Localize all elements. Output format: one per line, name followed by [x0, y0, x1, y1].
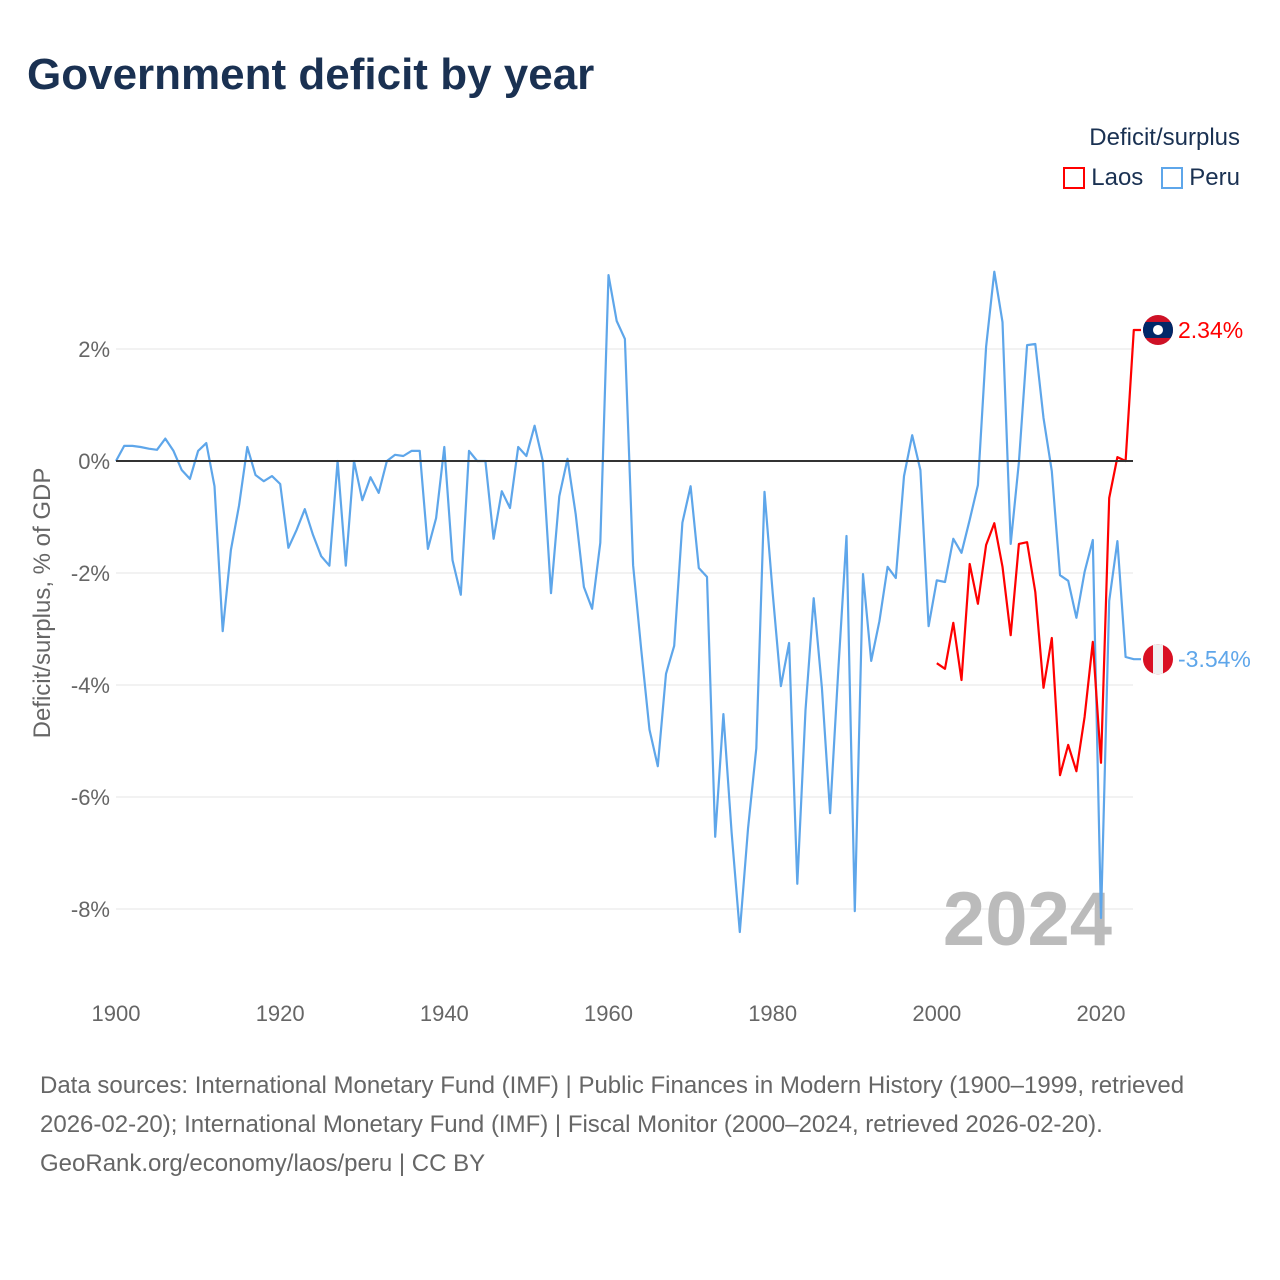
series-line-peru: [115, 270, 1141, 934]
end-label-laos: 2.34%: [1178, 317, 1243, 343]
series-line-laos: [936, 328, 1141, 777]
chart-title: Government deficit by year: [27, 50, 595, 99]
x-tick-label: 1960: [584, 1001, 633, 1026]
y-tick-label: -6%: [71, 785, 110, 810]
data-sources: Data sources: International Monetary Fun…: [40, 1072, 1185, 1138]
line-chart: 2% 0% -2% -4% -6% -8% 1900 1920 1940 1960 1980 2000…: [29, 270, 1251, 1026]
x-tick-label: 2020: [1077, 1001, 1126, 1026]
x-tick-label: 1980: [748, 1001, 797, 1026]
legend-item-peru[interactable]: Peru: [1161, 164, 1240, 192]
end-label-peru: -3.54%: [1178, 646, 1251, 672]
legend-title: Deficit/surplus: [1089, 124, 1240, 151]
flag-disc: [1153, 324, 1163, 335]
x-tick-label: 1920: [256, 1001, 305, 1026]
legend-swatch-laos: [1063, 167, 1086, 189]
y-tick-label: 2%: [78, 337, 110, 362]
flag-peru-icon: [1143, 644, 1173, 675]
y-tick-label: -4%: [71, 673, 110, 698]
y-tick-label: -8%: [71, 897, 110, 922]
x-tick-label: 1900: [92, 1001, 141, 1026]
flag-stripe: [1153, 644, 1163, 675]
flag-body: [1143, 644, 1173, 675]
legend-item-laos[interactable]: Laos: [1063, 164, 1143, 192]
footer: Data sources: International Monetary Fun…: [40, 1066, 1240, 1183]
legend-swatch-peru: [1161, 167, 1184, 189]
legend-label-laos: Laos: [1091, 164, 1144, 191]
x-tick-label: 2000: [912, 1001, 961, 1026]
year-annotation: 2024: [943, 877, 1112, 962]
flag-laos-icon: [1143, 314, 1173, 345]
credit-link[interactable]: GeoRank.org/economy/laos/peru | CC BY: [40, 1150, 486, 1177]
y-tick-label: 0%: [78, 449, 110, 474]
y-axis-label: Deficit/surplus, % of GDP: [29, 468, 56, 739]
flag-body: [1143, 314, 1173, 345]
x-tick-label: 1940: [420, 1001, 469, 1026]
legend-label-peru: Peru: [1189, 164, 1240, 191]
legend: Deficit/surplus Laos Peru: [1063, 124, 1240, 192]
y-tick-label: -2%: [71, 561, 110, 586]
